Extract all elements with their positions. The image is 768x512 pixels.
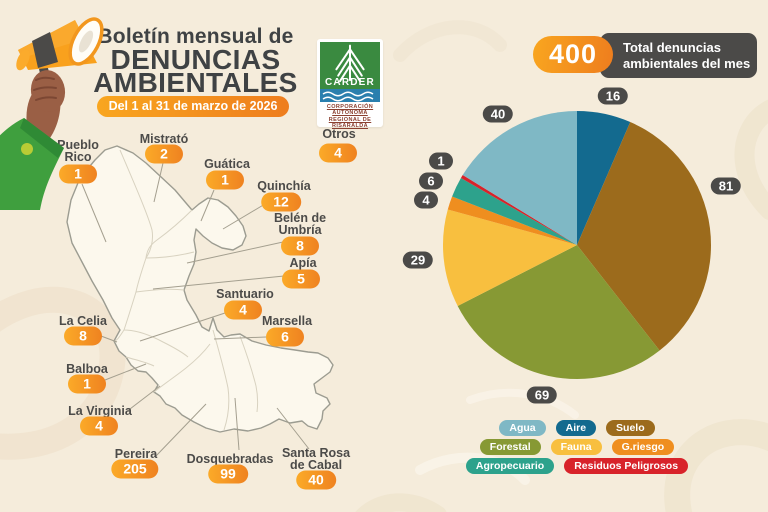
- map-leader-lines: [81, 162, 310, 458]
- leader-line-apía: [152, 275, 285, 290]
- pie-value-badge-aire: 16: [597, 87, 629, 105]
- legend-item-aire: Aire: [555, 420, 597, 436]
- org-line-2: AUTÓNOMA: [332, 110, 368, 117]
- map-value-badge-quinchía: 12: [261, 192, 301, 212]
- map-label-apía: Apía: [289, 256, 317, 270]
- pie-value-badge-forestal: 69: [526, 386, 558, 404]
- legend-item-agropecuario: Agropecuario: [465, 458, 555, 474]
- page-title-line2: AMBIENTALES: [93, 67, 298, 98]
- map-label-dosquebradas: Dosquebradas: [186, 452, 274, 466]
- hand-arm: [0, 70, 66, 210]
- pie-slice-residuos-peligrosos: [460, 175, 577, 245]
- leader-line-pereira: [154, 403, 207, 458]
- map-value-badge-guática: 1: [206, 170, 244, 190]
- map-value-badge-santa-rosa-de-cabal: 40: [296, 470, 336, 490]
- map-label-belén-de-umbría: Belén de Umbría: [273, 211, 327, 237]
- legend-item-suelo: Suelo: [606, 420, 655, 436]
- pie-slice-agua: [462, 111, 577, 245]
- pie-value-badge-suelo: 81: [710, 177, 742, 195]
- bulletin-kicker: Boletín mensual de: [97, 25, 294, 48]
- total-label-box: Total denuncias ambientales del mes: [600, 33, 757, 78]
- legend-item-forestal: Forestal: [479, 439, 541, 455]
- chart-legend: Agua Aire Suelo Forestal Fauna G.riesgo Agrope…: [450, 420, 704, 477]
- legend-row-1: Agua Aire Suelo: [450, 420, 704, 436]
- map-value-badge-pueblo-rico: 1: [59, 164, 97, 184]
- map-label-mistrató: Mistrató: [139, 132, 189, 146]
- carder-acronym: CARDER: [325, 77, 375, 88]
- carder-logo-green-panel: CARDER: [320, 42, 380, 89]
- legend-item-g-riesgo: G.riesgo: [611, 439, 675, 455]
- map-value-badge-pereira: 205: [111, 459, 159, 479]
- map-value-badge-la-celia: 8: [64, 326, 102, 346]
- leader-line-santa-rosa-de-cabal: [276, 407, 310, 450]
- total-value-badge: 400: [533, 36, 613, 73]
- pie-value-badge-agua: 40: [482, 105, 514, 123]
- map-value-badge-santuario: 4: [224, 300, 262, 320]
- map-value-badge-la-virginia: 4: [80, 416, 118, 436]
- map-label-la-virginia: La Virginia: [68, 404, 132, 418]
- carder-logo: CARDER CORPORACIÓN AUTÓNOMA REGIONAL DE …: [317, 39, 383, 130]
- leader-line-santuario: [139, 312, 226, 342]
- map-label-balboa: Balboa: [66, 362, 108, 376]
- map-label-santa-rosa-de-cabal: Santa Rosa de Cabal: [281, 446, 351, 472]
- leader-line-marsella: [213, 336, 267, 340]
- pie-value-badge-agropecuario: 6: [419, 172, 443, 190]
- legend-item-fauna: Fauna: [550, 439, 602, 455]
- map-label-santuario: Santuario: [216, 287, 274, 301]
- legend-item-agua: Agua: [499, 420, 546, 436]
- pie-slice-aire: [577, 111, 631, 245]
- map-label-otros: Otros: [322, 127, 356, 141]
- pie-value-badge-g-riesgo: 4: [414, 191, 438, 209]
- map-value-badge-mistrató: 2: [145, 144, 183, 164]
- leader-line-pueblo-rico: [81, 183, 107, 243]
- map-label-pueblo-rico: Pueblo Rico: [57, 138, 99, 164]
- map-label-guática: Guática: [204, 157, 250, 171]
- org-line-1: CORPORACIÓN: [326, 104, 374, 110]
- water-waves-icon: [322, 91, 374, 102]
- map-value-badge-otros: 4: [319, 143, 357, 163]
- pie-value-badge-residuos-peligrosos: 1: [429, 152, 453, 170]
- date-range-badge: Del 1 al 31 de marzo de 2026: [97, 96, 289, 117]
- map-value-badge-marsella: 6: [266, 327, 304, 347]
- map-value-badge-apía: 5: [282, 269, 320, 289]
- leader-line-la-celia: [100, 335, 118, 343]
- carder-tree-icon: [335, 44, 365, 82]
- legend-item-residuos-peligrosos: Residuos Peligrosos: [564, 458, 689, 474]
- pie-slice-suelo: [577, 122, 712, 351]
- carder-logo-water-band: [320, 89, 380, 102]
- map-label-la-celia: La Celia: [59, 314, 107, 328]
- legend-row-2: Forestal Fauna G.riesgo: [450, 439, 704, 455]
- map-value-badge-balboa: 1: [68, 374, 106, 394]
- leader-line-dosquebradas: [234, 397, 240, 451]
- carder-org-name: CORPORACIÓN AUTÓNOMA REGIONAL DE RISARAL…: [320, 104, 380, 130]
- pie-slice-g-riesgo: [447, 196, 577, 245]
- page-title-line1: DENUNCIAS: [110, 44, 281, 75]
- pie-slice-fauna: [442, 209, 577, 306]
- map-label-pereira: Pereira: [114, 447, 158, 461]
- map-outline: [66, 145, 334, 433]
- megaphone-illustration: [0, 17, 104, 210]
- map-value-badge-belén-de-umbría: 8: [281, 236, 319, 256]
- leader-line-la-virginia: [125, 385, 161, 413]
- sleeve-button: [21, 143, 33, 155]
- header: Boletín mensual de DENUNCIAS AMBIENTALES: [88, 25, 303, 98]
- legend-row-3: Agropecuario Residuos Peligrosos: [450, 458, 704, 474]
- org-line-4: RISARALDA: [332, 123, 368, 130]
- leader-line-mistrató: [153, 162, 164, 203]
- leader-line-belén-de-umbría: [186, 241, 284, 264]
- pie-value-badge-fauna: 29: [402, 251, 434, 269]
- leader-line-quinchía: [222, 203, 266, 230]
- org-line-3: REGIONAL DE: [328, 116, 372, 123]
- leader-line-guática: [200, 189, 215, 222]
- leader-line-balboa: [104, 363, 147, 381]
- pie-slice-forestal: [457, 245, 660, 380]
- map-label-marsella: Marsella: [261, 314, 313, 328]
- pie-slice-agropecuario: [452, 178, 577, 245]
- map-value-badge-dosquebradas: 99: [208, 464, 248, 484]
- map-label-quinchía: Quinchía: [257, 179, 311, 193]
